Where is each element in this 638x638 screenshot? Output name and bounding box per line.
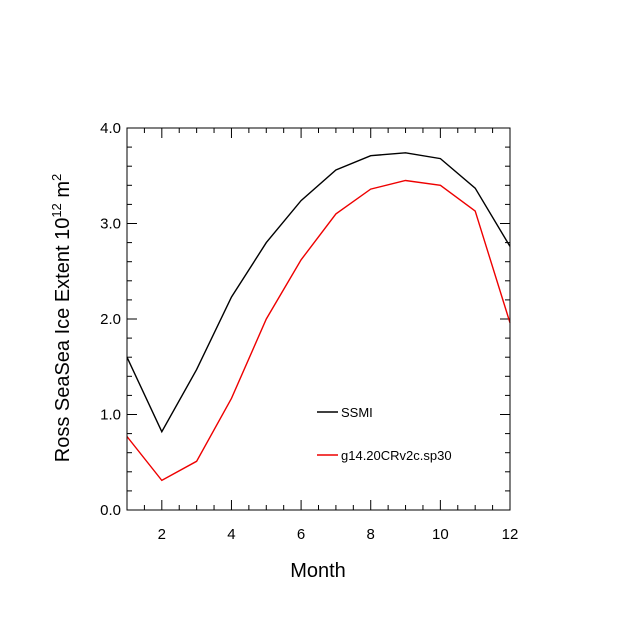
tick-labels: 2 4 6 8 10 12 0.0 1.0 2.0 3.0 4.0 <box>100 120 518 543</box>
series-line-ssmi <box>126 152 511 434</box>
x-tick-label: 4 <box>227 526 235 543</box>
x-tick-label: 10 <box>432 526 449 543</box>
y-tick-label: 1.0 <box>100 407 121 424</box>
legend-label: SSMI <box>341 405 373 420</box>
y-axis-title-prefix: Ross SeaSea Ice Extent 10 <box>52 218 74 463</box>
x-tick-label: 2 <box>158 526 166 543</box>
legend-label: g14.20CRv2c.sp30 <box>341 448 452 463</box>
legend: SSMI g14.20CRv2c.sp30 <box>317 405 452 463</box>
y-axis-title-exponent-2: 2 <box>49 174 64 181</box>
y-axis-title-exponent-1: 12 <box>49 203 64 217</box>
y-axis-title-unit: m <box>52 181 74 203</box>
x-tick-label: 12 <box>502 526 519 543</box>
series-layer <box>126 152 511 482</box>
y-tick-label: 3.0 <box>100 216 121 233</box>
x-tick-label: 6 <box>297 526 305 543</box>
plot-frame <box>126 127 511 511</box>
x-tick-label: 8 <box>367 526 375 543</box>
y-axis-title: Ross SeaSea Ice Extent 1012 m2 <box>49 174 74 463</box>
y-tick-label: 4.0 <box>100 120 121 137</box>
x-axis-title: Month <box>290 560 346 582</box>
y-tick-label: 0.0 <box>100 502 121 519</box>
y-tick-label: 2.0 <box>100 311 121 328</box>
minor-ticks <box>126 128 510 510</box>
series-line-model <box>126 179 511 482</box>
